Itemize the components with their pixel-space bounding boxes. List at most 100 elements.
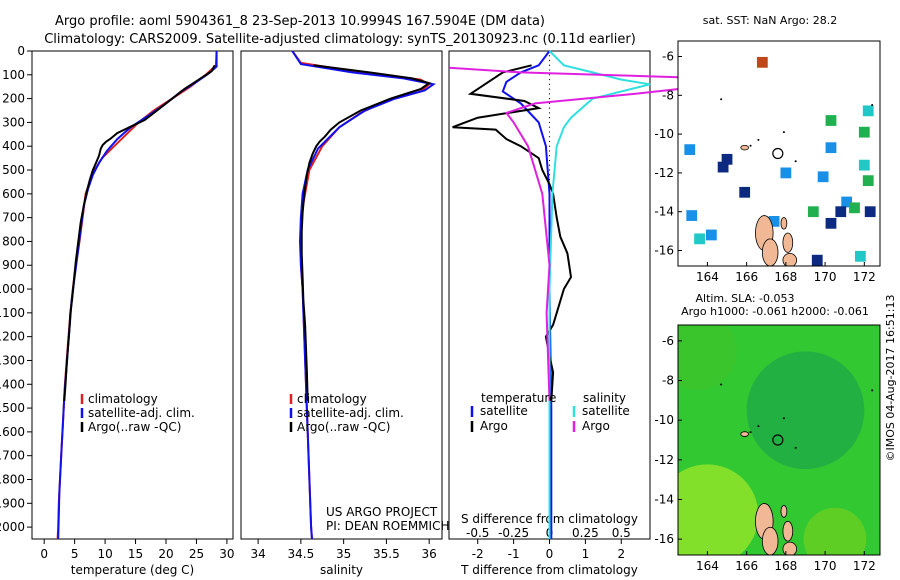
difference-series-salinity-satellite (548, 50, 651, 539)
zero-reference-dot (548, 69, 551, 71)
sst_map-frame (677, 40, 881, 267)
depth-tick-label: 1500 (0, 401, 25, 415)
sst-cell (841, 196, 853, 208)
sst-background (678, 41, 880, 266)
island (782, 232, 794, 253)
diff-legend-temperature-title: temperature (481, 391, 556, 405)
difference-top-tick-label: 0.5 (612, 526, 631, 540)
temperature-xtick-label: 0 (40, 547, 48, 561)
zero-reference-dot (548, 88, 551, 90)
salinity-xtick-label: 34.5 (288, 547, 315, 561)
difference-xtick-label: -2 (472, 547, 484, 561)
sst-cell (694, 233, 705, 245)
temperature-xtick-label: 25 (189, 547, 204, 561)
sla-title: Altim. SLA: -0.053 (695, 292, 794, 305)
depth-tick-label: 600 (2, 187, 25, 201)
salinity-frame (240, 50, 443, 540)
islet (757, 138, 760, 141)
sst-cell (811, 254, 823, 266)
salinity-panel: 34 34.5 35 35.5 36 salinity climatologysatelli… (240, 50, 443, 577)
sst-cell (768, 215, 780, 227)
sla_map-ytick-label: -16 (654, 532, 674, 546)
depth-tick-label: 300 (2, 115, 25, 129)
islet (782, 131, 785, 134)
sst-cell (780, 167, 792, 179)
zero-reference-dot (548, 145, 551, 147)
difference-xtick-label: 1 (582, 547, 590, 561)
sst-cell (862, 105, 874, 117)
sst-cell (807, 206, 819, 218)
sla_map-xtick-label: 168 (774, 559, 797, 573)
sla_map-xtick-label: 164 (696, 559, 719, 573)
sla_map-ytick-label: -6 (662, 334, 674, 348)
salinity-series-argo-raw-qc- (300, 64, 432, 401)
difference-xtick-label: -1 (508, 547, 520, 561)
difference-top-tick-label: -0.25 (498, 526, 529, 540)
difference-xlabel: T difference from climatology (460, 563, 638, 577)
temperature-xtick-label: 20 (158, 547, 173, 561)
island (782, 541, 798, 555)
depth-tick-label: 400 (2, 139, 25, 153)
sst-cell (854, 250, 866, 262)
difference-top-tick-label: -0.5 (466, 526, 489, 540)
sst-cell (862, 175, 874, 187)
sla_map-plot-area (678, 325, 880, 555)
sst-cell (835, 206, 847, 218)
sst_map-xtick-label: 164 (696, 270, 719, 284)
island (740, 431, 750, 437)
islet (782, 417, 785, 420)
zero-reference-dot (548, 126, 551, 128)
sst-cell (756, 56, 768, 68)
salinity-legend-label: satellite-adj. clim. (297, 406, 404, 420)
zero-reference-dot (548, 155, 551, 157)
zero-reference-dot (548, 102, 551, 104)
sla_map-ytick-label: -12 (654, 453, 674, 467)
zero-reference-dot (548, 78, 551, 81)
depth-tick-label: 700 (2, 211, 25, 225)
sst-cell (817, 171, 829, 183)
islet (871, 389, 874, 392)
islet (794, 446, 797, 449)
temperature-legend-label: climatology (88, 392, 158, 406)
sla_map-frame (677, 324, 881, 556)
zero-reference-dot (548, 74, 551, 76)
zero-reference-dot (548, 93, 551, 95)
depth-tick-label: 1000 (0, 282, 25, 296)
sla-anomaly-patch (803, 507, 867, 555)
depth-tick-label: 1300 (0, 353, 25, 367)
sst_map-xtick-label: 168 (774, 270, 797, 284)
salinity-legend-label: Argo(..raw -QC) (297, 420, 390, 434)
temperature-xtick-label: 15 (128, 547, 143, 561)
islet (757, 425, 760, 428)
islet (749, 144, 752, 147)
depth-tick-label: 500 (2, 163, 25, 177)
project-note-line1: US ARGO PROJECT (326, 505, 438, 519)
salinity-xtick-label: 36 (422, 547, 437, 561)
zero-reference-dot (548, 83, 551, 85)
depth-tick-label: 1600 (0, 425, 25, 439)
temperature-legend-label: satellite-adj. clim. (88, 406, 195, 420)
temperature-frame (31, 50, 234, 540)
sla-anomaly-patch (678, 464, 759, 555)
sst-cell (858, 126, 870, 138)
sst-cell (858, 159, 870, 171)
zero-reference-dot (548, 136, 551, 138)
depth-tick-label: 1100 (0, 306, 25, 320)
zero-reference-dot (548, 174, 551, 176)
salinity-xtick-label: 34 (250, 547, 265, 561)
salinity-series-satellite-adj-clim- (291, 50, 436, 540)
sst-cell (717, 161, 729, 173)
temperature-xtick-label: 5 (71, 547, 79, 561)
argo-position-marker (772, 147, 784, 160)
depth-tick-label: 800 (2, 234, 25, 248)
zero-reference-dot (548, 64, 551, 66)
diff-legend-label: Argo (582, 419, 610, 433)
depth-tick-label: 2000 (0, 520, 25, 534)
sla_map-ytick-label: -8 (662, 374, 674, 388)
difference-series-temperature-argo (452, 64, 573, 401)
zero-reference-dot (548, 131, 551, 133)
depth-tick-label: 1900 (0, 496, 25, 510)
zero-reference-dot (548, 140, 551, 143)
difference-xtick-label: 0 (546, 547, 554, 561)
